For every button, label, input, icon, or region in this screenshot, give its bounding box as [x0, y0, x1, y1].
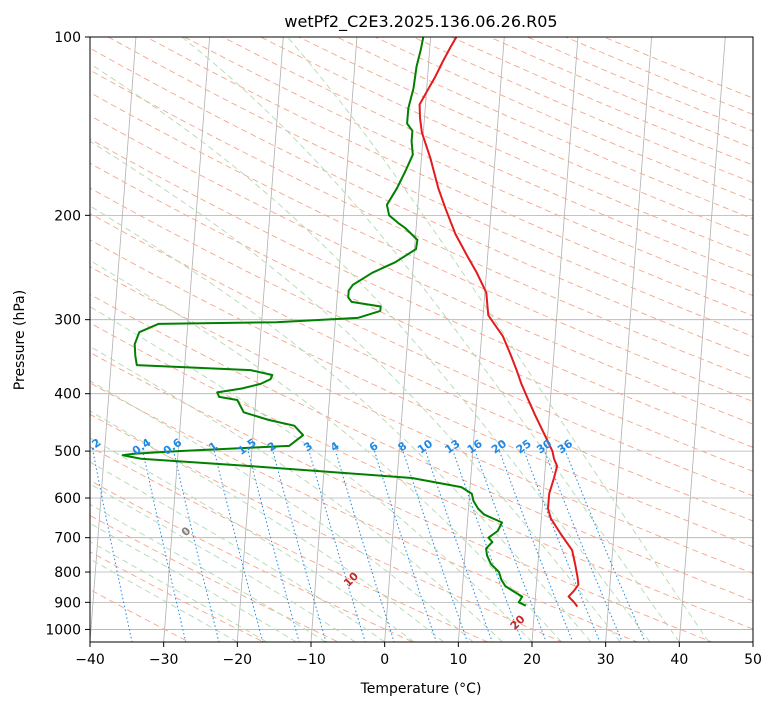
- y-axis-ticks: 100 200 300 400 500 600 700 800 900 1000: [45, 30, 90, 638]
- mixing-ratio-line: [92, 451, 133, 642]
- x-tick-label: 0: [380, 652, 389, 668]
- x-axis-label: Temperature (°C): [360, 681, 482, 697]
- moist-adiabat-line: [90, 437, 415, 642]
- x-tick-label: −20: [223, 652, 253, 668]
- mixing-ratio-line: [498, 450, 574, 642]
- moist-adiabat-line: [90, 503, 326, 642]
- x-tick-label: −10: [296, 652, 326, 668]
- dry-adiabat-line: [90, 351, 713, 642]
- moist-adiabat-line: [90, 461, 385, 642]
- moist-adiabat-line: [287, 37, 710, 642]
- chart-title: wetPf2_C2E3.2025.136.06.26.R05: [284, 12, 557, 32]
- moist-adiabat-line: [90, 522, 297, 642]
- x-tick-label: 30: [597, 652, 615, 668]
- mixing-ratio-line: [142, 450, 187, 642]
- isotherm-line: [384, 37, 432, 642]
- dry-adiabats: [90, 37, 753, 642]
- isotherm-line: [678, 37, 726, 642]
- isotherm-line: [310, 37, 358, 642]
- x-tick-label: 10: [449, 652, 467, 668]
- x-tick-label: −40: [75, 652, 105, 668]
- dry-adiabat-line: [90, 446, 489, 642]
- dry-adiabat-line: [90, 187, 753, 497]
- isotherm-grid: [90, 37, 753, 642]
- y-tick-label: 400: [54, 387, 81, 403]
- moist-adiabat-line: [181, 37, 680, 642]
- y-tick-label: 700: [54, 531, 81, 547]
- dewpoint-line: [121, 37, 527, 607]
- moist-adiabat-line: [90, 540, 268, 642]
- mixing-ratio-lines: [92, 450, 646, 642]
- y-tick-label: 500: [54, 444, 81, 460]
- dry-adiabat-line: [90, 382, 639, 642]
- plot-frame: [89, 36, 754, 643]
- moist-adiabats: [90, 37, 710, 642]
- moist-adiabat-line: [90, 410, 444, 642]
- mixing-ratio-line: [272, 450, 327, 642]
- mixing-ratio-line: [247, 450, 300, 642]
- y-tick-label: 1000: [45, 622, 81, 638]
- isotherm-line: [163, 37, 211, 642]
- dry-adiabat-line: [145, 37, 753, 317]
- mixing-ratio-line: [544, 450, 623, 642]
- dry-adiabat-line: [107, 37, 753, 338]
- dry-adiabat-line: [90, 138, 753, 448]
- isotherm-line: [457, 37, 505, 642]
- temperature-line: [418, 37, 580, 608]
- y-tick-label: 300: [54, 313, 81, 329]
- y-tick-label: 800: [54, 565, 81, 581]
- dry-adiabat-line: [90, 480, 415, 642]
- dry-adiabat-line: [90, 69, 753, 380]
- x-tick-label: 50: [744, 652, 762, 668]
- moist-adiabat-line: [90, 483, 356, 642]
- dry-adiabat-line: [90, 589, 190, 642]
- mixing-ratio-line: [173, 450, 220, 642]
- moist-adiabat-line: [90, 345, 503, 642]
- isotherm-line: [236, 37, 284, 642]
- dry-adiabat-line: [90, 115, 753, 425]
- moist-adiabat-line: [90, 140, 621, 642]
- mixing-ratio-line: [425, 450, 493, 642]
- moist-adiabat-line: [90, 380, 474, 642]
- y-tick-label: 200: [54, 208, 81, 224]
- mixing-ratio-line: [374, 450, 437, 642]
- x-tick-label: 20: [523, 652, 541, 668]
- dry-adiabat-line: [183, 37, 753, 297]
- mixing-ratio-line: [523, 450, 601, 642]
- x-axis-ticks: −40 −30 −20 −10 0 10 20 30 40 50: [75, 642, 762, 668]
- x-tick-label: 40: [670, 652, 688, 668]
- sounding-series: [121, 37, 580, 608]
- dry-adiabat-line: [90, 239, 753, 548]
- isotherm-line: [90, 37, 137, 642]
- mixing-ratio-line: [564, 450, 646, 642]
- dry-adiabat-line: [90, 322, 753, 630]
- dry-adiabat-line: [90, 293, 753, 602]
- x-tick-label: −30: [149, 652, 179, 668]
- y-tick-label: 600: [54, 491, 81, 507]
- isotherm-line: [531, 37, 579, 642]
- mixing-ratio-line: [402, 450, 469, 642]
- isotherm-line: [605, 37, 653, 642]
- mixing-ratio-line: [213, 450, 264, 642]
- y-axis-label: Pressure (hPa): [12, 290, 28, 390]
- dry-adiabat-line: [90, 266, 753, 574]
- moist-adiabat-line: [90, 558, 238, 642]
- dry-adiabat-line: [90, 413, 564, 642]
- y-tick-label: 900: [54, 595, 81, 611]
- dry-adiabat-line: [90, 551, 265, 642]
- pressure-grid: [90, 37, 753, 630]
- moist-adiabat-line: [90, 205, 592, 642]
- y-tick-label: 100: [54, 30, 81, 46]
